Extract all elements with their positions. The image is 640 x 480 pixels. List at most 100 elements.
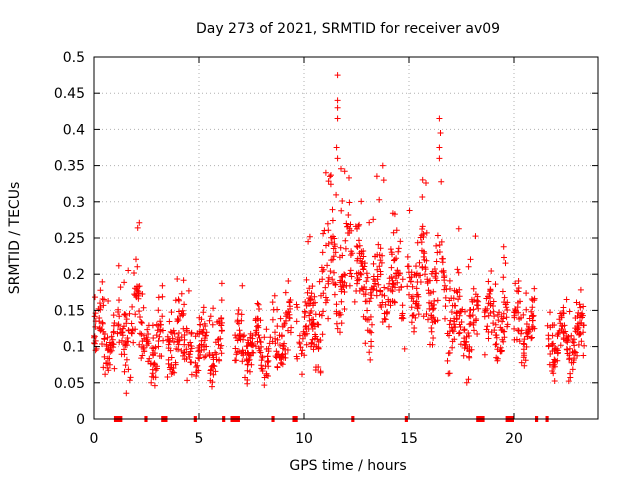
- data-point: [353, 288, 360, 294]
- data-point: [432, 275, 439, 281]
- data-point: [119, 325, 126, 332]
- data-point: [247, 368, 253, 375]
- data-point: [547, 351, 554, 357]
- x-tick-label: 15: [400, 431, 418, 447]
- data-point: [461, 338, 468, 345]
- data-point: [334, 104, 341, 111]
- data-point: [322, 299, 329, 306]
- data-point: [419, 176, 426, 183]
- data-point: [328, 257, 335, 264]
- y-tick-label: 0.15: [54, 303, 85, 319]
- data-point: [100, 364, 107, 371]
- data-point: [342, 245, 349, 252]
- data-point: [255, 332, 262, 339]
- data-point: [379, 162, 386, 169]
- data-point: [430, 305, 437, 312]
- data-point: [579, 310, 586, 317]
- data-point: [434, 297, 441, 304]
- data-point: [565, 334, 572, 340]
- data-point: [353, 243, 360, 250]
- data-point: [397, 270, 403, 277]
- y-tick-label: 0.25: [54, 231, 85, 247]
- data-point: [186, 351, 193, 358]
- data-point: [465, 330, 472, 336]
- data-point: [160, 337, 167, 344]
- data-point: [164, 374, 171, 380]
- data-point: [282, 289, 289, 296]
- scatter-points: [91, 72, 588, 397]
- data-point: [329, 217, 336, 224]
- data-point: [274, 306, 281, 313]
- data-point: [187, 359, 194, 366]
- data-point: [376, 252, 383, 258]
- data-point: [101, 296, 107, 303]
- data-point: [117, 284, 124, 291]
- x-tick-label: 10: [295, 431, 313, 447]
- data-point: [267, 334, 274, 341]
- data-point: [247, 352, 254, 359]
- data-point: [555, 349, 561, 356]
- data-point: [328, 172, 334, 179]
- data-point: [454, 309, 460, 316]
- data-point: [306, 312, 313, 319]
- data-point: [155, 343, 162, 350]
- data-point: [503, 314, 510, 321]
- data-point: [306, 285, 313, 292]
- data-point: [573, 299, 580, 306]
- data-point: [236, 327, 243, 334]
- data-point: [187, 339, 194, 346]
- data-point: [196, 342, 203, 349]
- data-point: [455, 225, 462, 232]
- data-point: [398, 283, 405, 290]
- data-point: [485, 312, 492, 319]
- data-point: [391, 256, 398, 263]
- data-point: [334, 97, 341, 104]
- data-point: [285, 308, 292, 315]
- data-point: [172, 297, 179, 304]
- data-point: [218, 328, 225, 334]
- data-point: [106, 355, 113, 362]
- data-point: [578, 320, 585, 327]
- data-point: [136, 219, 143, 226]
- data-point: [150, 335, 157, 341]
- data-point: [485, 335, 492, 342]
- data-point: [438, 268, 445, 275]
- data-point: [408, 274, 415, 280]
- data-point: [306, 233, 313, 240]
- data-point: [486, 290, 493, 297]
- data-point: [356, 221, 363, 228]
- data-point: [302, 309, 309, 316]
- data-point: [482, 307, 489, 314]
- data-point: [360, 266, 367, 273]
- data-point: [195, 348, 202, 355]
- data-point: [97, 287, 104, 294]
- data-point: [338, 320, 345, 327]
- data-point: [210, 354, 217, 361]
- y-tick-label: 0.35: [54, 159, 85, 175]
- data-point: [128, 329, 135, 336]
- data-point: [298, 350, 305, 357]
- data-point: [271, 292, 278, 299]
- x-tick-label: 0: [90, 431, 99, 447]
- data-point: [92, 323, 99, 330]
- data-point: [500, 315, 507, 322]
- chart-title: Day 273 of 2021, SRMTID for receiver av0…: [196, 21, 500, 37]
- data-point: [370, 216, 377, 223]
- data-point: [103, 360, 109, 366]
- data-point: [194, 362, 201, 369]
- data-point: [171, 369, 178, 376]
- data-point: [254, 300, 261, 307]
- x-tick-label: 5: [195, 431, 204, 447]
- data-point: [248, 341, 255, 348]
- data-point: [325, 240, 332, 247]
- data-point: [572, 315, 579, 321]
- data-point: [197, 321, 204, 328]
- data-point: [116, 297, 122, 304]
- data-point: [306, 317, 313, 324]
- data-point: [484, 323, 491, 330]
- data-point: [104, 365, 111, 371]
- data-point: [159, 293, 166, 300]
- data-point: [122, 342, 129, 349]
- data-point: [391, 299, 398, 306]
- data-point: [382, 316, 389, 323]
